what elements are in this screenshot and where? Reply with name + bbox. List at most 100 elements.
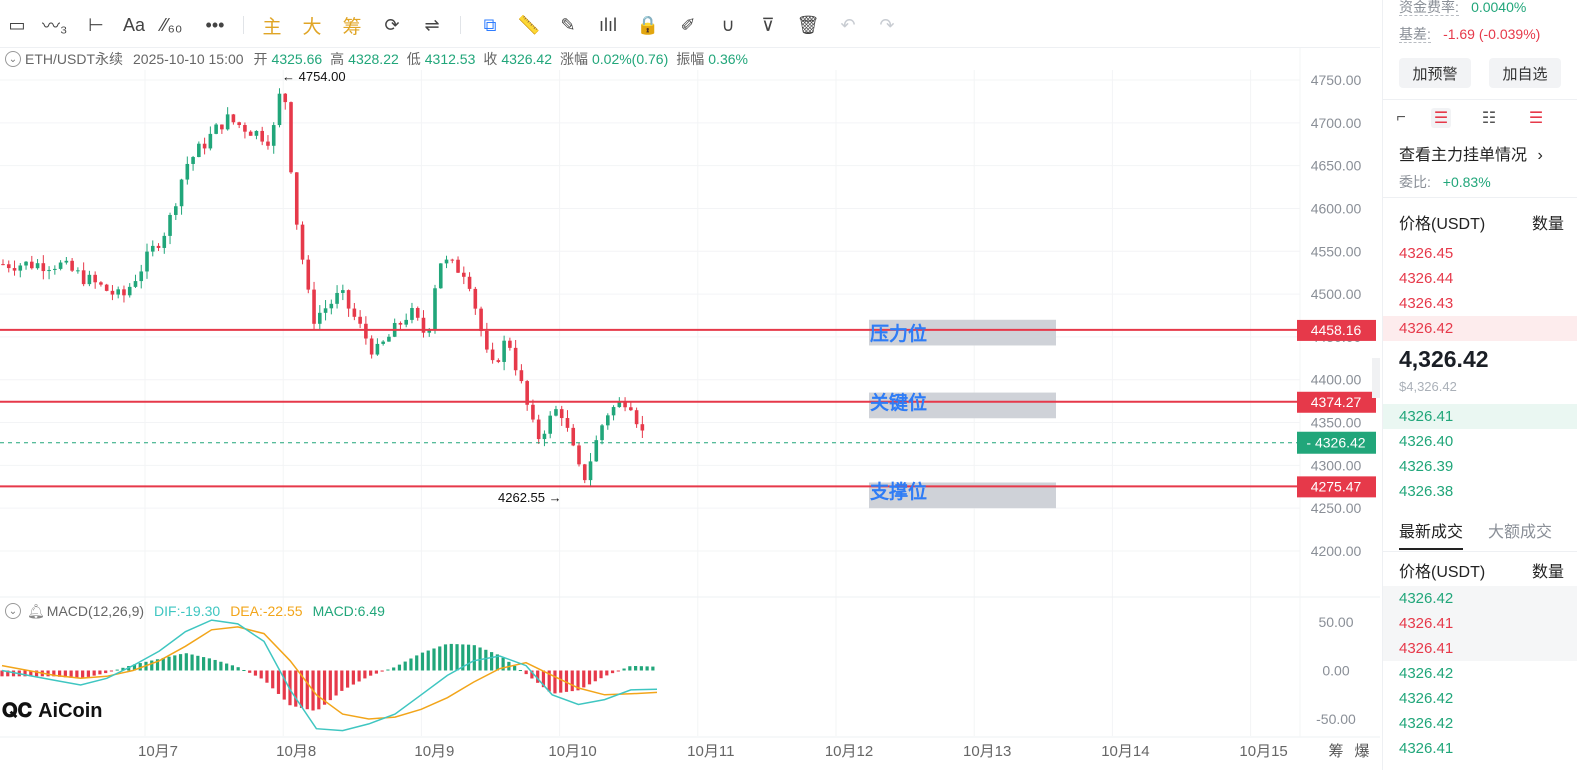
- ask-row[interactable]: 4326.42: [1383, 316, 1577, 341]
- trash-icon[interactable]: 🗑: [796, 14, 820, 35]
- candle-down: [70, 260, 74, 271]
- trade-row: 4326.42: [1383, 586, 1577, 611]
- magnet-icon[interactable]: ∪: [721, 14, 735, 35]
- macd-bar-down: [328, 670, 332, 701]
- candle-down: [346, 290, 351, 309]
- high-value: 4328.22: [348, 51, 399, 67]
- line-tool-icon[interactable]: ⊢: [88, 14, 104, 35]
- tab-large-trades[interactable]: 大额成交: [1488, 524, 1553, 541]
- macd-bar-up: [178, 654, 183, 671]
- add-alert-button[interactable]: 加预警: [1399, 58, 1471, 88]
- funding-rate-row: 资金费率: 0.0040%: [1399, 0, 1526, 17]
- funding-rate-label[interactable]: 资金费率:: [1399, 0, 1459, 16]
- price-chart[interactable]: 4750.00 4700.00 4650.00 4600.00 4550.00 4500.…: [0, 48, 1380, 770]
- candle-down: [364, 323, 368, 339]
- dif-value: DIF:-19.30: [154, 603, 221, 619]
- orderbook-layout-3-icon[interactable]: ☷: [1481, 110, 1497, 127]
- macd-bar-down: [109, 670, 114, 672]
- bid-row[interactable]: 4326.39: [1399, 458, 1454, 475]
- candle-down: [508, 340, 512, 348]
- macd-bar-down: [541, 670, 546, 688]
- fib-tool-icon[interactable]: ⁄⁄₆₀: [161, 14, 183, 35]
- macd-bar-down: [524, 670, 528, 675]
- macd-bar-up: [438, 646, 442, 671]
- macd-bar-up: [449, 643, 453, 671]
- orderbook-layout-4-icon[interactable]: ☰: [1528, 110, 1544, 127]
- collapse-icon[interactable]: ⌄: [5, 51, 21, 67]
- amplitude-value: 0.36%: [708, 51, 748, 67]
- macd-bar-up: [455, 644, 459, 671]
- price-tick-label: 4400.00: [1311, 372, 1362, 388]
- candle-up: [168, 214, 172, 236]
- ruler-icon[interactable]: 📏: [517, 14, 541, 35]
- candle-down: [220, 124, 224, 130]
- macd-bar-down: [610, 670, 615, 674]
- macd-bar-down: [6, 670, 10, 677]
- ask-row[interactable]: 4326.45: [1399, 245, 1454, 262]
- chip-indicator-button[interactable]: 筹: [342, 16, 362, 38]
- candle-up: [277, 93, 282, 126]
- edit-icon[interactable]: ✐: [680, 14, 696, 35]
- redo-icon[interactable]: ↷: [879, 14, 895, 35]
- pen-icon[interactable]: ✎: [560, 14, 576, 35]
- undo-icon[interactable]: ↶: [840, 14, 856, 35]
- bid-row[interactable]: 4326.40: [1399, 433, 1454, 450]
- wave-tool-icon[interactable]: 〰₃: [42, 16, 68, 36]
- macd-bar-up: [202, 657, 206, 671]
- add-watchlist-button[interactable]: 加自选: [1489, 58, 1561, 88]
- tab-latest-trades[interactable]: 最新成交: [1399, 518, 1464, 550]
- more-icon[interactable]: •••: [205, 14, 225, 35]
- compare-icon[interactable]: ⇌: [424, 14, 440, 35]
- macd-bar-down: [536, 670, 540, 683]
- candle-up: [53, 268, 57, 270]
- rect-tool-icon[interactable]: ▭: [8, 14, 26, 35]
- lock-icon[interactable]: 🔒: [636, 14, 660, 35]
- price-tick-label: 4550.00: [1311, 243, 1362, 259]
- orderbook-layout-2-icon[interactable]: ☰: [1431, 108, 1451, 128]
- collapse-icon[interactable]: ⌄: [5, 603, 21, 619]
- liquidation-toggle[interactable]: 爆: [1354, 743, 1369, 760]
- ask-row[interactable]: 4326.43: [1399, 295, 1454, 312]
- candle-up: [185, 163, 190, 180]
- replay-icon[interactable]: ⟳: [384, 14, 400, 35]
- text-tool-icon[interactable]: Aa: [122, 14, 146, 35]
- orderbook-layout-1-icon[interactable]: ⌐: [1396, 109, 1406, 126]
- trade-row: 4326.41: [1399, 740, 1454, 757]
- candle-up: [375, 343, 380, 355]
- bell-icon[interactable]: 🔔︎: [27, 602, 45, 619]
- change-value: 0.02%(0.76): [591, 51, 669, 67]
- candle-down: [358, 316, 362, 324]
- candle-down: [421, 317, 426, 333]
- bid-row[interactable]: 4326.41: [1383, 404, 1577, 429]
- drawing-toolbar: ▭ 〰₃ ⊢ Aa ⁄⁄₆₀ ••• 主大筹 ⟳ ⇌ ⧉ 📏 ✎ ılıl 🔒 ✐ ∪ ⊽ 🗑 ↶ ↷: [0, 0, 1380, 48]
- aicoin-logo-icon: 𝐐𝐂: [2, 700, 33, 722]
- basis-label[interactable]: 基差:: [1399, 26, 1431, 43]
- trade-quantity-column-header: 数量: [1532, 564, 1565, 581]
- zone-box: [869, 392, 1056, 419]
- bid-row[interactable]: 4326.38: [1399, 483, 1454, 500]
- candles-icon[interactable]: ılıl: [599, 14, 617, 35]
- macd-bar-up: [121, 667, 125, 671]
- big-indicator-button[interactable]: 大: [302, 16, 322, 38]
- candle-down: [122, 289, 126, 296]
- ask-row[interactable]: 4326.44: [1399, 270, 1454, 287]
- candle-up: [18, 265, 23, 271]
- macd-tick-label: -50.00: [1316, 711, 1356, 727]
- candle-up: [588, 461, 593, 481]
- filter-icon[interactable]: ⊽: [761, 14, 775, 35]
- macd-bar-up: [392, 667, 396, 671]
- main-indicator-button[interactable]: 主: [262, 16, 282, 38]
- basis-row: 基差: -1.69 (-0.039%): [1399, 24, 1540, 44]
- view-main-orders-link[interactable]: 查看主力挂单情况 ›: [1399, 141, 1543, 165]
- candle-down: [582, 464, 587, 481]
- mid-price-usd: $4,326.42: [1399, 379, 1457, 394]
- close-label: 收: [483, 51, 498, 67]
- candle-up: [611, 407, 616, 416]
- candle-down: [231, 114, 236, 123]
- macd-bar-down: [69, 670, 73, 678]
- copy-icon[interactable]: ⧉: [483, 14, 497, 35]
- candle-down: [306, 259, 311, 290]
- candle-down: [289, 102, 293, 173]
- chip-toggle[interactable]: 筹: [1328, 743, 1343, 760]
- low-label: 低: [406, 51, 421, 67]
